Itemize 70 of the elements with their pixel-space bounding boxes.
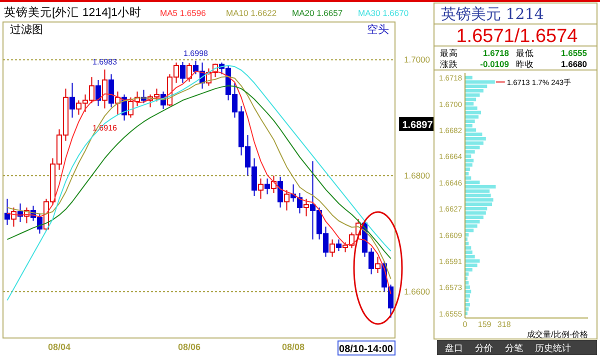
text: -0.0109 [480,59,510,69]
y-tick-label: 1.6800 [404,170,430,181]
y-tick-label: 1.7000 [404,54,430,65]
bar [465,228,474,232]
bar [465,80,495,84]
bar [465,110,481,114]
bar [465,115,479,119]
text: 盘口 [445,343,463,353]
x-tick-label: 08/06 [178,342,201,352]
bar [465,259,480,263]
x-tick-label: 0 [462,320,468,329]
bar [465,93,480,97]
candlestick [264,178,270,195]
candlestick [270,175,277,194]
text: 1.6897 [402,120,434,131]
candlestick [180,62,186,84]
chart-title: 英镑美元[外汇 1214]1小时 [4,5,142,19]
text: MA30 1.6670 [358,8,409,18]
x-tick-label: 318 [497,320,512,329]
chart-title: 英镑美元 1214 [441,5,544,23]
candlestick [186,62,192,82]
text: 最高 [440,48,458,58]
bar [465,246,472,250]
bar [465,198,494,202]
text: 涨跌 [440,59,458,69]
bar [465,163,472,167]
candlestick [284,190,290,211]
candlestick [329,238,336,258]
text: 08/10-14:00 [339,344,394,355]
text: 1.6555 [561,48,588,58]
text: 1.6680 [561,59,588,69]
text: MA20 1.6657 [292,8,343,18]
annotation: 1.6998 [184,48,209,58]
candlestick [108,74,114,108]
candlestick [95,79,102,107]
text: 最低 [516,48,534,58]
y-tick-label: 1.6600 [404,286,430,297]
candlestick [258,178,264,200]
candlestick [102,69,108,109]
bar [465,141,484,145]
text: 1.6718 [483,48,510,58]
bar [465,211,486,215]
annotation: 1.6983 [92,58,118,67]
text: 昨收 [516,59,534,69]
bar [465,146,480,150]
chart-subtitle: 1.6571/1.6574 [456,26,578,47]
bar [465,294,470,298]
candlestick [277,176,284,208]
text: 分价 [475,343,493,353]
x-tick-label: 159 [478,320,492,329]
candlestick [128,96,134,118]
annotation: 过滤图 [10,23,43,36]
candlestick [336,238,342,252]
candlestick [303,198,310,217]
candlestick [69,82,76,118]
candlestick [192,60,199,75]
bar [465,224,478,228]
text: MA5 1.6596 [160,8,206,18]
text: 分笔 [505,343,523,353]
bar [465,98,476,102]
bar [465,132,482,136]
bar [465,290,472,294]
text: 历史统计 [535,343,571,353]
candlestick [374,256,381,274]
bar [465,158,474,162]
x-tick-label: 08/08 [282,342,305,352]
annotation: 空头 [367,23,389,36]
x-axis-title: 成交量/比例-价格 [527,330,588,339]
x-tick-label: 08/04 [48,342,70,352]
text: MA10 1.6622 [226,8,277,18]
